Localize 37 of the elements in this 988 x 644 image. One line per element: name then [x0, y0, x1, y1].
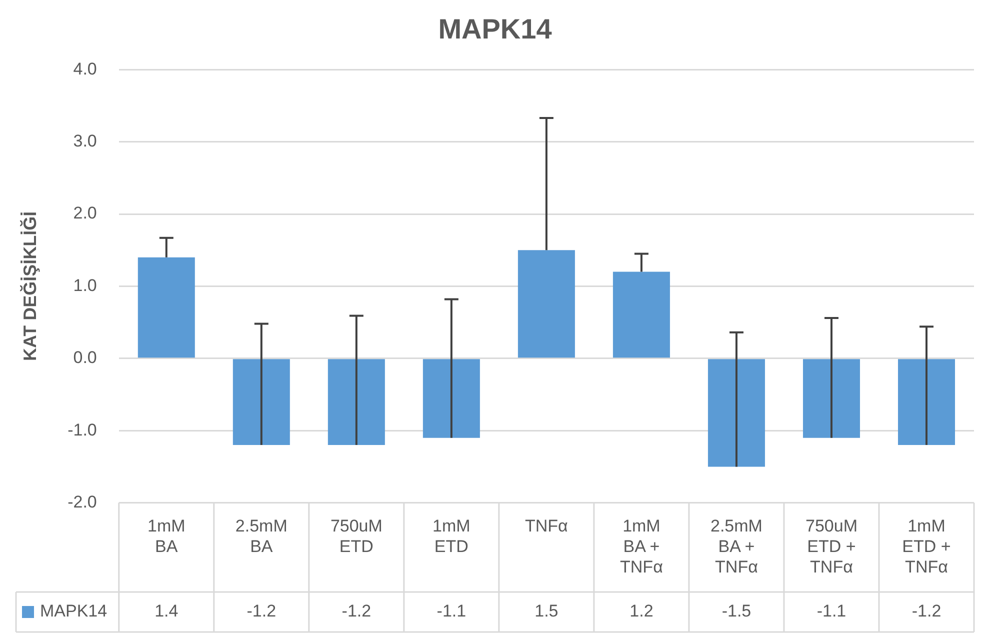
- data-label: -1.5: [722, 602, 752, 621]
- x-tick-label: 2.5mM BA + TNFα: [710, 516, 762, 576]
- bar: [612, 272, 670, 358]
- data-label: -1.2: [342, 602, 372, 621]
- bar: [138, 257, 195, 358]
- bar: [802, 359, 860, 438]
- x-tick-label: 1mM BA + TNFα: [620, 516, 664, 576]
- x-tick-label: 1mM BA: [148, 516, 186, 556]
- data-label: -1.2: [912, 602, 942, 621]
- y-axis-title: KAT DEĞİŞİKLİĞİ: [20, 211, 40, 362]
- bar: [232, 359, 290, 446]
- y-tick-label: -1.0: [68, 420, 97, 440]
- y-tick-label: 1.0: [73, 276, 97, 295]
- y-tick-label: 3.0: [73, 131, 97, 150]
- data-label: 1.2: [630, 602, 654, 621]
- data-label: -1.2: [246, 602, 276, 621]
- y-tick-label: 0.0: [73, 348, 97, 368]
- x-tick-label: 1mM ETD + TNFα: [902, 516, 951, 576]
- chart-title: MAPK14: [438, 14, 552, 45]
- bar: [328, 359, 385, 446]
- x-tick-label: 750uM ETD: [330, 516, 382, 556]
- x-tick-label: 1mM ETD: [432, 516, 470, 556]
- data-label: -1.1: [816, 602, 846, 621]
- bar: [518, 250, 575, 358]
- bar: [708, 359, 765, 467]
- x-tick-label: TNFα: [525, 516, 568, 536]
- data-label: 1.5: [534, 602, 558, 621]
- bar: [898, 359, 955, 446]
- x-tick-label: 750uM ETD + TNFα: [805, 516, 858, 576]
- y-tick-label: -2.0: [68, 492, 97, 512]
- bar: [422, 359, 480, 438]
- legend-label: MAPK14: [40, 602, 108, 621]
- x-tick-label: 2.5mM BA: [235, 516, 288, 556]
- y-tick-label: 2.0: [73, 204, 97, 223]
- y-tick-label: 4.0: [73, 59, 97, 78]
- data-label: 1.4: [154, 602, 178, 621]
- data-label: -1.1: [436, 602, 466, 621]
